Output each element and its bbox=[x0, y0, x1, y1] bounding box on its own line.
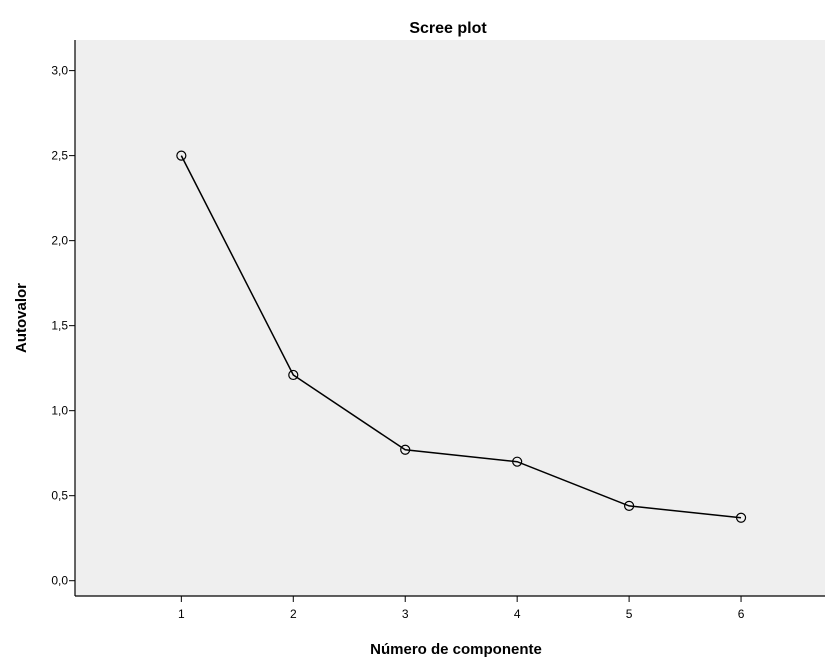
data-point-marker bbox=[176, 150, 187, 161]
data-point-marker bbox=[624, 500, 635, 511]
data-point-marker bbox=[512, 456, 523, 467]
y-axis-label: Autovalor bbox=[13, 283, 30, 353]
x-tick-label: 6 bbox=[738, 607, 745, 621]
y-tick-label: 1,0 bbox=[51, 404, 68, 418]
x-tick-label: 4 bbox=[514, 607, 521, 621]
y-tick-label: 2,0 bbox=[51, 234, 68, 248]
y-tick-label: 0,0 bbox=[51, 574, 68, 588]
data-point-marker bbox=[288, 369, 299, 381]
x-tick-label: 1 bbox=[178, 607, 185, 621]
data-point-marker bbox=[400, 444, 411, 455]
x-tick-label: 3 bbox=[402, 607, 409, 621]
y-tick-label: 0,5 bbox=[51, 489, 68, 503]
x-axis: 1 2 3 4 5 6 bbox=[75, 595, 825, 621]
series-layer bbox=[176, 150, 747, 523]
data-point-marker bbox=[735, 512, 747, 523]
series-line bbox=[180, 155, 742, 519]
x-axis-label: Número de componente bbox=[370, 641, 542, 657]
plot-area bbox=[75, 40, 825, 596]
x-tick-label: 2 bbox=[290, 607, 297, 621]
y-tick-label: 3,0 bbox=[51, 64, 68, 78]
y-tick-label: 1,5 bbox=[51, 319, 68, 333]
y-tick-label: 2,5 bbox=[51, 149, 68, 163]
chart-title: Scree plot bbox=[409, 20, 487, 37]
x-tick-label: 5 bbox=[626, 607, 633, 621]
y-axis: 0,0 0,5 1,0 1,5 2,0 2,5 3,0 bbox=[51, 40, 76, 596]
